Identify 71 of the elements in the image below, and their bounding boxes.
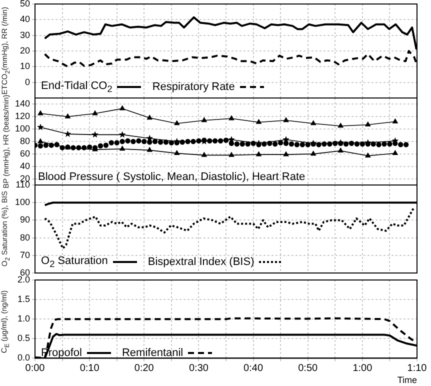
point xyxy=(38,138,44,144)
point xyxy=(228,136,235,143)
x-tick-label: 0:10 xyxy=(80,362,100,374)
point xyxy=(92,131,98,138)
point xyxy=(283,152,289,156)
y-tick-label: 30 xyxy=(20,30,30,40)
y-tick-label: 20 xyxy=(20,45,30,56)
point xyxy=(338,122,344,128)
legend-label: End-Tidal CO$_{2}$ xyxy=(41,80,112,94)
point xyxy=(174,120,180,126)
point xyxy=(283,117,289,122)
y-tick-label: 10 xyxy=(20,61,30,72)
point xyxy=(282,136,290,143)
legend-label: Remifentanil xyxy=(122,347,184,359)
y-tick-label: 80 xyxy=(20,136,30,146)
point xyxy=(365,152,371,158)
annotation: Blood Pressure ( Systolic, Mean, Diastolic), Heart Rate xyxy=(38,171,306,183)
y-tick-label: 100 xyxy=(14,197,30,208)
point xyxy=(173,138,180,144)
legend-label: Respiratory Rate xyxy=(152,80,235,93)
y-tick-label: 90 xyxy=(20,214,30,225)
point xyxy=(202,117,207,122)
line-series xyxy=(44,206,415,250)
point xyxy=(338,148,344,153)
legend-label: O$_{2}$ Saturation xyxy=(41,254,108,269)
point xyxy=(37,124,44,130)
y-tick-label: 40 xyxy=(20,14,30,24)
y-tick-label: 70 xyxy=(20,250,30,260)
point xyxy=(365,122,371,126)
x-tick-label: 1:00 xyxy=(352,362,373,374)
point xyxy=(174,150,180,156)
x-tick-label: 0:00 xyxy=(25,362,46,374)
y-tick-label: 1.0 xyxy=(17,314,30,324)
point xyxy=(310,150,316,156)
x-tick-label: 1:10 xyxy=(407,362,428,374)
point xyxy=(256,119,262,124)
x-tick-label: 0:20 xyxy=(134,362,154,374)
point xyxy=(120,146,125,151)
point xyxy=(120,106,125,110)
y-tick-label: 80 xyxy=(20,232,30,242)
y-tick-label: 120 xyxy=(14,111,30,122)
point xyxy=(118,131,126,138)
point xyxy=(255,140,262,146)
y-tick-label: 60 xyxy=(20,148,30,158)
point xyxy=(392,118,398,124)
point xyxy=(64,130,72,137)
y-tick-label: 0.0 xyxy=(17,352,30,363)
x-tick-label: 0:30 xyxy=(188,362,209,374)
point xyxy=(256,152,262,156)
point xyxy=(65,114,70,118)
point xyxy=(392,150,398,156)
y-tick-label: 140 xyxy=(14,98,30,109)
point xyxy=(146,114,152,120)
point xyxy=(38,110,44,116)
point xyxy=(202,152,207,157)
point xyxy=(146,147,152,152)
x-tick-label: 0:50 xyxy=(298,362,318,374)
x-axis-title: Time xyxy=(397,375,417,386)
x-tick-label: 0:40 xyxy=(244,362,264,374)
y-tick-label: 1.5 xyxy=(17,294,30,304)
point xyxy=(228,152,234,157)
legend-label: Bispextral Index (BIS) xyxy=(148,256,254,268)
y-tick-label: 40 xyxy=(20,160,30,171)
point xyxy=(146,134,154,142)
point xyxy=(310,120,316,126)
y-tick-label: 50 xyxy=(20,0,30,8)
point xyxy=(92,110,98,116)
y-tick-label: 100 xyxy=(14,124,30,134)
y-tick-label: 0 xyxy=(24,76,30,87)
y-tick-label: 0.5 xyxy=(17,333,30,344)
point xyxy=(228,116,234,120)
